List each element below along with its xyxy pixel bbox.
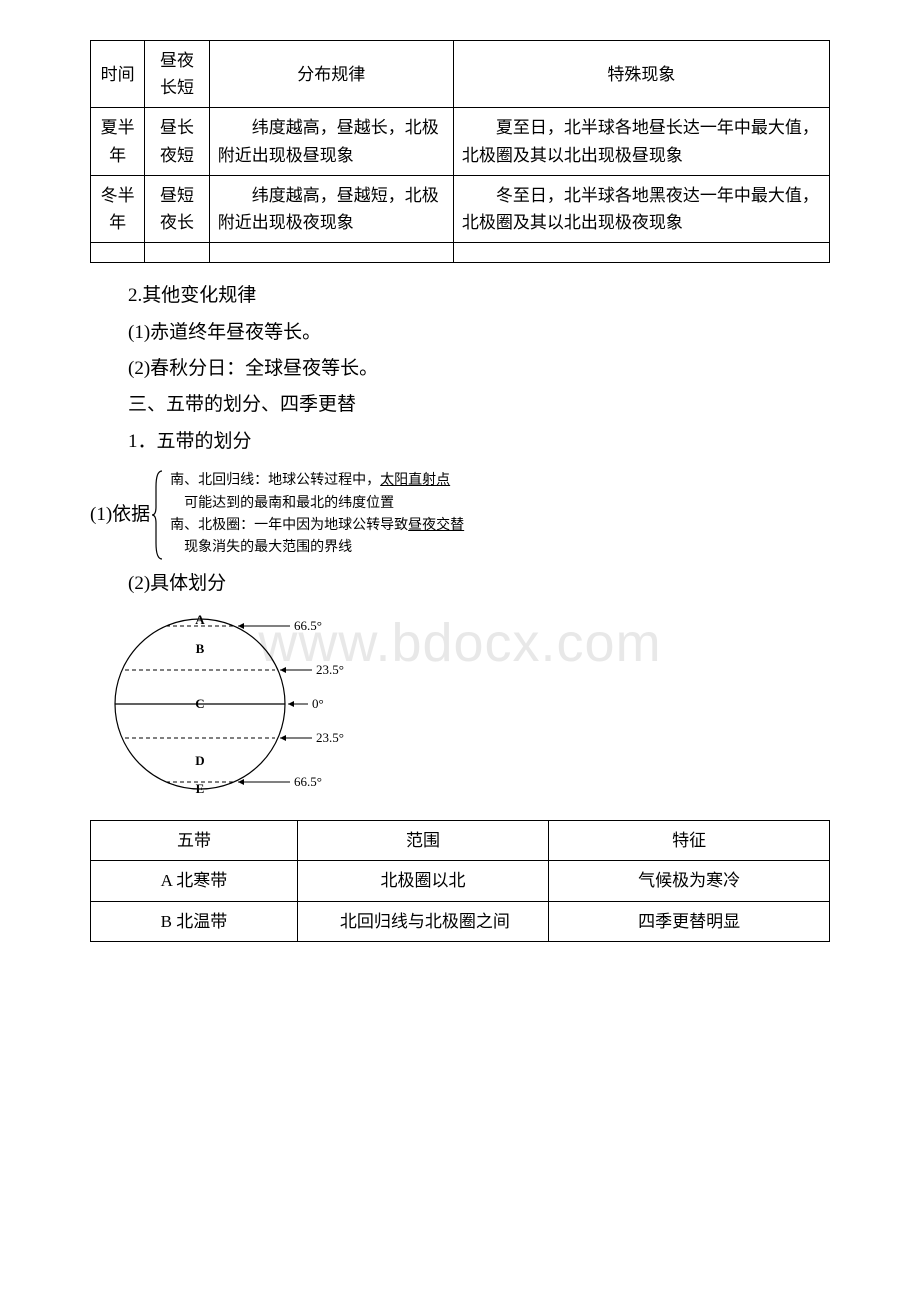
cell: 冬至日，北半球各地黑夜达一年中最大值，北极圈及其以北出现极夜现象 [453,175,829,242]
cell: 夏至日，北半球各地昼长达一年中最大值，北极圈及其以北出现极昼现象 [453,108,829,175]
cell: 气候极为寒冷 [549,861,830,901]
bracket-lines: 南、北回归线：地球公转过程中，太阳直射点 可能达到的最南和最北的纬度位置 南、北… [166,470,464,560]
cell: 北极圈以北 [297,861,548,901]
table-row: 五带 范围 特征 [91,821,830,861]
cell: 纬度越高，昼越长，北极附近出现极昼现象 [209,108,453,175]
cell [145,243,209,263]
paragraph: (2)春秋分日：全球昼夜等长。 [90,354,830,384]
th-daynight: 昼夜长短 [145,41,209,108]
cell: B 北温带 [91,901,298,941]
table-five-zones: 五带 范围 特征 A 北寒带 北极圈以北 气候极为寒冷 B 北温带 北回归线与北… [90,820,830,942]
cell [209,243,453,263]
th-feature: 特征 [549,821,830,861]
five-zones-diagram: A B C D E 66.5° 23.5° 0° 23.5° 66.5° [90,609,830,808]
cell: 昼短夜长 [145,175,209,242]
lat-label: 23.5° [316,662,344,677]
lat-label: 23.5° [316,730,344,745]
zone-label-a: A [195,612,205,627]
zone-label-b: B [196,641,205,656]
cell: 夏半年 [91,108,145,175]
th-special: 特殊现象 [453,41,829,108]
paragraph: 1．五带的划分 [90,427,830,457]
table-row [91,243,830,263]
bracket-line: 现象消失的最大范围的界线 [170,537,464,559]
table-row: 夏半年 昼长夜短 纬度越高，昼越长，北极附近出现极昼现象 夏至日，北半球各地昼长… [91,108,830,175]
cell: 北回归线与北极圈之间 [297,901,548,941]
cell [91,243,145,263]
cell: 冬半年 [91,175,145,242]
cell [453,243,829,263]
table-row: 冬半年 昼短夜长 纬度越高，昼越短，北极附近出现极夜现象 冬至日，北半球各地黑夜… [91,175,830,242]
zone-label-c: C [195,696,204,711]
lat-label: 66.5° [294,618,322,633]
paragraph: (1)赤道终年昼夜等长。 [90,318,830,348]
paragraph: 2.其他变化规律 [90,281,830,311]
th-range: 范围 [297,821,548,861]
bracket-line: 南、北回归线：地球公转过程中，太阳直射点 [170,470,464,492]
cell: 四季更替明显 [549,901,830,941]
cell: A 北寒带 [91,861,298,901]
cell: 昼长夜短 [145,108,209,175]
bracket-line: 可能达到的最南和最北的纬度位置 [170,493,464,515]
bracket-line: 南、北极圈：一年中因为地球公转导致昼夜交替 [170,515,464,537]
table-row: 时间 昼夜长短 分布规律 特殊现象 [91,41,830,108]
brace-icon [150,467,166,563]
lat-label: 0° [312,696,324,711]
bracket-prefix: (1)依据 [90,500,150,530]
cell: 纬度越高，昼越短，北极附近出现极夜现象 [209,175,453,242]
th-pattern: 分布规律 [209,41,453,108]
th-time: 时间 [91,41,145,108]
table-row: B 北温带 北回归线与北极圈之间 四季更替明显 [91,901,830,941]
page-content: 时间 昼夜长短 分布规律 特殊现象 夏半年 昼长夜短 纬度越高，昼越长，北极附近… [90,40,830,942]
zone-label-d: D [195,753,204,768]
table-row: A 北寒带 北极圈以北 气候极为寒冷 [91,861,830,901]
zones-svg: A B C D E 66.5° 23.5° 0° 23.5° 66.5° [90,609,370,799]
table-day-night: 时间 昼夜长短 分布规律 特殊现象 夏半年 昼长夜短 纬度越高，昼越长，北极附近… [90,40,830,263]
lat-label: 66.5° [294,774,322,789]
zone-label-e: E [196,781,205,796]
paragraph: (2)具体划分 [90,569,830,599]
th-zone: 五带 [91,821,298,861]
bracket-basis: (1)依据 南、北回归线：地球公转过程中，太阳直射点 可能达到的最南和最北的纬度… [90,467,830,563]
paragraph: 三、五带的划分、四季更替 [90,390,830,420]
